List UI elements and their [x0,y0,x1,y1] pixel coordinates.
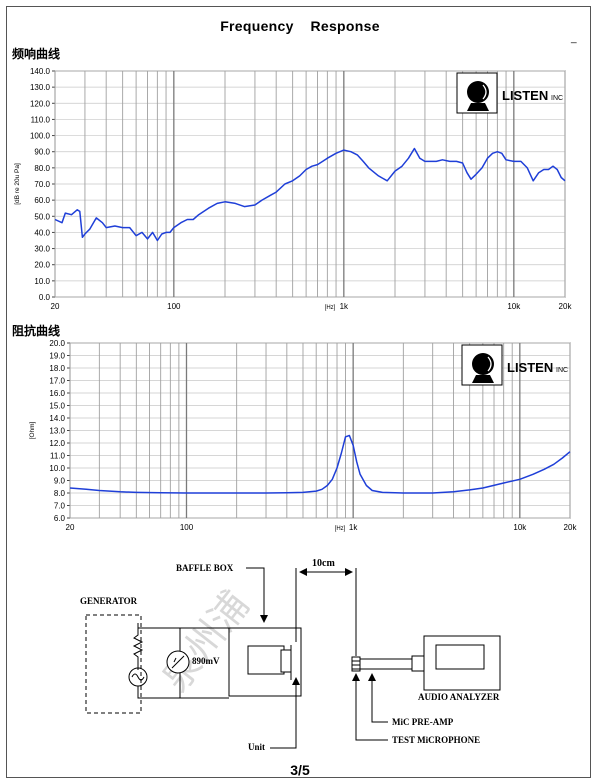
chart2-ytick-label: 15.0 [49,402,65,411]
chart2-ytick-label: 14.0 [49,414,65,423]
chart1-ylabel: [dB re 20u Pa] [14,163,21,205]
chart2-ytick-label: 18.0 [49,364,65,373]
chart2-ytick-label: 19.0 [49,352,65,361]
chart1-ytick-label: 70.0 [34,180,50,189]
mic-preamp-body [359,658,413,670]
chart2-logo-neck [472,375,494,383]
audio-analyzer [423,635,501,691]
chart2-ytick-label: 13.0 [49,427,65,436]
mic-preamp-label: MiC PRE-AMP [392,717,454,727]
chart1-xtick-label: 20k [559,302,573,311]
chart1-logo-ear [482,84,487,100]
chart2-xtick-label: 1k [349,523,358,532]
distance-label: 10cm [312,558,335,569]
chart2-series-line [69,434,571,494]
baffle-box [228,627,302,697]
chart2-logo-suffix: INC [556,367,568,374]
chart2-ytick-label: 17.0 [49,377,65,386]
chart1-ytick-label: 80.0 [34,164,50,173]
chart1-ytick-label: 0.0 [39,293,51,302]
chart2-ytick-label: 8.0 [54,489,66,498]
chart2-xtick-label: 100 [180,523,194,532]
chart2-xtick-label: 20 [66,523,75,532]
chart1-ytick-label: 60.0 [34,196,50,205]
chart1-ytick-label: 120.0 [30,99,51,108]
watermark-text: 泉州浦 [153,583,258,700]
chart1-xlabel: [Hz] [325,305,336,311]
chart1-logo-neck [467,103,489,111]
unit-label: Unit [248,742,265,752]
resistor-icon [132,623,144,670]
chart2-xtick-label: 10k [513,523,527,532]
chart2-xlabel: [Hz] [335,526,346,532]
chart1-ytick-label: 50.0 [34,212,50,221]
frequency-response-chart: 0.0 10.0 20.0 30.0 40.0 50.0 60.0 70.0 80.0 90.0 1… [14,67,573,311]
analyzer-screen [435,644,485,670]
chart2-ytick-label: 20.0 [49,339,65,348]
chart2-ytick-label: 6.0 [54,514,66,523]
chart1-ytick-label: 130.0 [30,83,51,92]
baffle-box-label: BAFFLE BOX [176,563,234,573]
chart1-ytick-label: 40.0 [34,228,50,237]
chart1-ytick-label: 10.0 [34,277,50,286]
title-frequency: Frequency [220,18,294,34]
chart1-xtick-label: 100 [167,302,181,311]
chart2-ytick-label: 16.0 [49,389,65,398]
chart1-ytick-label: 140.0 [30,67,51,76]
chart2-ylabel: [Ohm] [29,421,36,439]
title-response: Response [310,18,380,34]
chart1-logo-suffix: INC [551,95,563,102]
chart2-ytick-label: 9.0 [54,477,66,486]
chart1-ytick-label: 30.0 [34,245,50,254]
voltage-label: 890mV [192,656,220,666]
freq-section-title: 频响曲线 [12,47,61,61]
chart2-ytick-label: 11.0 [50,452,66,461]
test-mic-label: TEST MiCROPHONE [392,735,480,745]
chart2-xtick-label: 20k [564,523,578,532]
chart1-ytick-label: 90.0 [34,148,50,157]
speaker-unit [280,649,292,673]
page-number: 3/5 [290,762,310,778]
generator-label: GENERATOR [80,596,138,606]
chart1-xtick-label: 1k [340,302,349,311]
test-setup-diagram: 泉州浦 GENERATOR 890mV BAFFLE BOX Unit 10cm… [80,558,501,752]
chart2-logo-brand: LISTEN [507,360,553,375]
page-frame [6,6,591,778]
chart1-series-line [54,147,566,242]
chart2-ytick-label: 10.0 [49,464,65,473]
chart2-ytick-label: 12.0 [49,439,65,448]
chart1-logo-brand: LISTEN [502,88,548,103]
page-title: Frequency Response [0,18,600,34]
impedance-section-title: 阻抗曲线 [12,324,61,338]
chart2-logo-ear [487,356,492,372]
chart1-ytick-label: 100.0 [30,132,51,141]
chart1-ytick-label: 110.0 [31,115,51,124]
chart2-ytick-label: 7.0 [54,502,66,511]
impedance-chart: 6.0 7.0 8.0 9.0 10.0 11.0 12.0 13.0 14.0 15.0 16.0… [29,339,578,532]
chart1-xtick-label: 10k [507,302,521,311]
chart1-xtick-label: 20 [51,302,60,311]
analyzer-label: AUDIO ANALYZER [418,692,500,702]
generator-box [85,614,142,714]
corner-mark: _ [571,33,577,44]
chart1-ytick-label: 20.0 [34,261,50,270]
